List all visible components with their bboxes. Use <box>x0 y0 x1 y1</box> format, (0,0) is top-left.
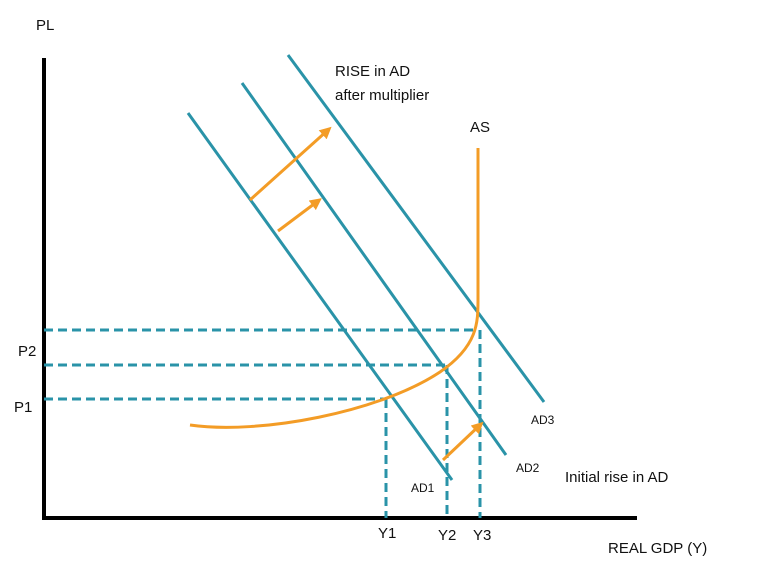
ad1-curve <box>186 112 454 481</box>
x-axis-label: REAL GDP (Y) <box>608 540 707 557</box>
annotation: RISE in AD <box>335 63 410 80</box>
ad2-curve <box>240 82 508 456</box>
shift-arrow <box>441 421 484 462</box>
price-label: P1 <box>14 399 32 416</box>
ad3-curve <box>286 54 546 403</box>
output-label: Y2 <box>438 527 456 544</box>
output-label: Y1 <box>378 525 396 542</box>
shift-arrow <box>277 198 322 233</box>
curve-label: AS <box>470 119 490 136</box>
curve-label: AD3 <box>531 413 555 427</box>
curve-label: AD1 <box>411 481 435 495</box>
curve-label: AD2 <box>516 461 540 475</box>
annotation: after multiplier <box>335 87 429 104</box>
annotation: Initial rise in AD <box>565 469 669 486</box>
y-axis-label: PL <box>36 17 54 34</box>
output-label: Y3 <box>473 527 491 544</box>
as-curve <box>189 148 480 429</box>
shift-arrow <box>248 126 332 202</box>
price-label: P2 <box>18 343 36 360</box>
guide-lines <box>44 328 482 518</box>
